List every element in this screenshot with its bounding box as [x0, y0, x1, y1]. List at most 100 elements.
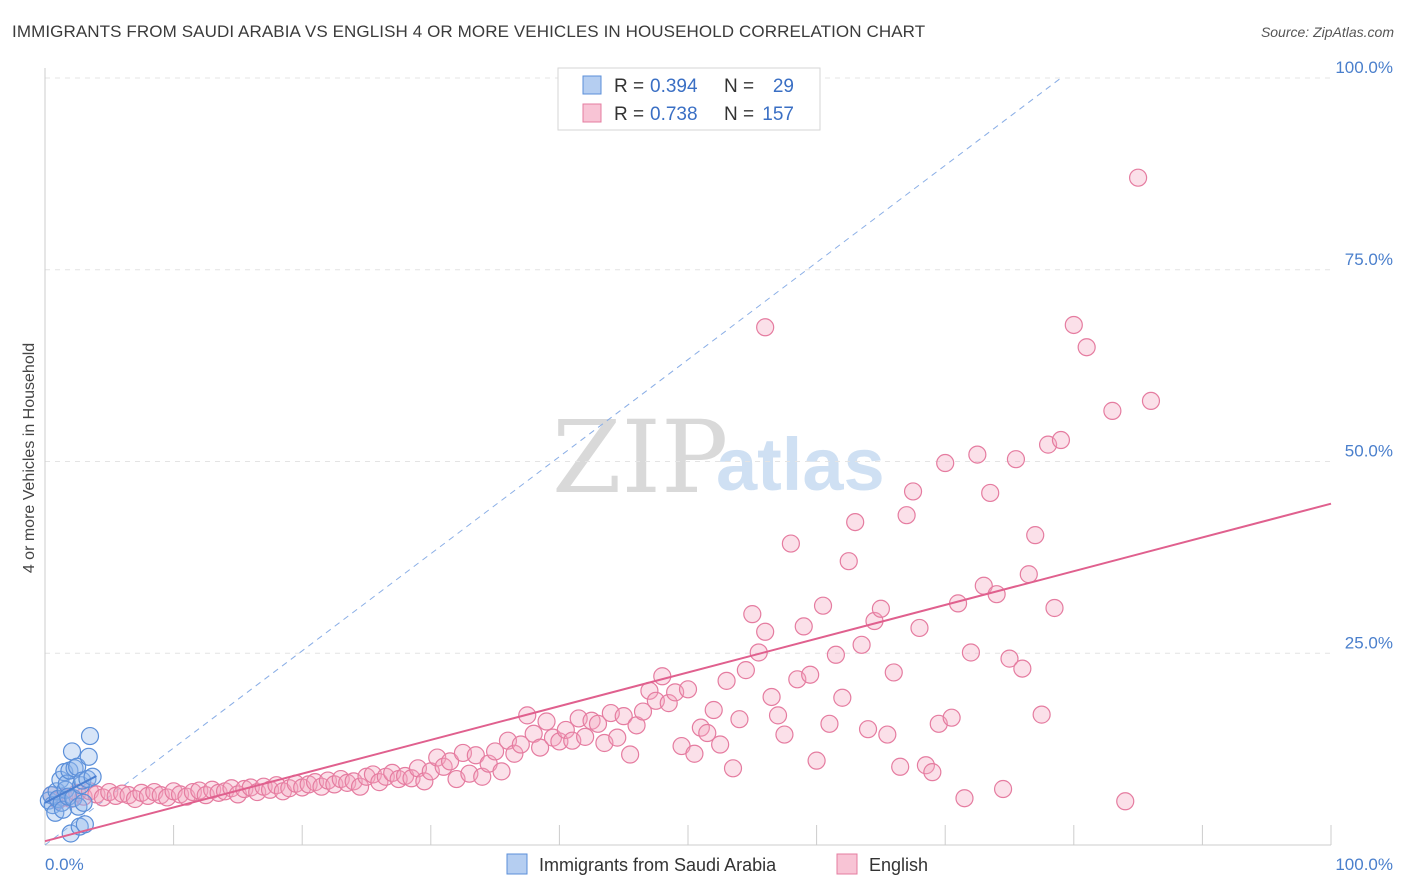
stats-swatch-english [582, 103, 602, 123]
point-english [492, 762, 511, 781]
stats-r-value-english: 0.738 [650, 104, 698, 125]
stats-n-label-saudi: N = [724, 76, 754, 97]
reference-diagonal [44, 77, 1062, 846]
point-english [993, 779, 1013, 799]
point-english [415, 772, 434, 791]
point-english [698, 723, 717, 743]
stats-box: R = 0.394 N = 29 R = 0.738 N = 157 [557, 67, 821, 131]
y-tick-label: 25.0% [1345, 633, 1393, 652]
point-english [190, 781, 209, 800]
point-english [801, 665, 820, 684]
point-english [1026, 526, 1045, 545]
point-english [981, 483, 1000, 503]
point-english [858, 720, 878, 739]
point-english [923, 763, 942, 782]
trend-lines [44, 502, 1332, 843]
point-english [440, 752, 460, 771]
point-english [736, 661, 755, 680]
point-english [826, 645, 845, 664]
point-saudi [79, 747, 98, 766]
point-english [775, 725, 794, 744]
point-english [466, 746, 485, 765]
point-english [903, 482, 923, 501]
y-tick-label: 75.0% [1345, 250, 1393, 269]
point-english [961, 643, 981, 662]
point-english [608, 728, 627, 747]
point-english [794, 617, 813, 636]
point-english [1006, 450, 1026, 469]
point-saudi [74, 793, 93, 812]
point-english [531, 738, 550, 757]
point-english [1000, 649, 1019, 668]
point-english [897, 506, 916, 525]
stats-r-label-english: R = [614, 104, 644, 125]
y-tick-label: 50.0% [1345, 442, 1393, 461]
point-english [1077, 338, 1096, 357]
point-english [556, 720, 575, 740]
point-english [916, 756, 936, 775]
point-english [350, 777, 370, 796]
point-english [1045, 598, 1064, 618]
point-saudi [62, 742, 82, 761]
tick-labels: 25.0% 50.0% 75.0% 100.0% 0.0% 100.0% [45, 58, 1393, 874]
legend-swatch-saudi [506, 853, 528, 875]
point-english [756, 622, 775, 641]
point-english [852, 635, 871, 654]
source-credit: Source: ZipAtlas.com [1260, 24, 1394, 40]
gridlines [45, 77, 1331, 654]
point-english [511, 735, 530, 754]
y-axis-label: 4 or more Vehicles in Household [21, 343, 38, 573]
point-english [711, 735, 730, 754]
point-english [968, 445, 987, 464]
point-english [820, 714, 839, 733]
legend-label-english: English [869, 855, 928, 875]
point-english [871, 599, 891, 618]
point-english [1064, 315, 1083, 335]
point-english [1051, 430, 1071, 450]
stats-n-value-english: 157 [762, 104, 794, 125]
axes [44, 68, 1332, 846]
point-english [717, 671, 736, 690]
point-english [576, 727, 595, 746]
legend-swatch-english [836, 853, 858, 875]
x-tick-label: 0.0% [45, 855, 84, 874]
x-tick-label: 100.0% [1335, 855, 1393, 874]
point-english [768, 706, 788, 725]
point-saudi [80, 726, 100, 746]
point-english [942, 708, 961, 727]
point-english [781, 534, 800, 553]
point-english [678, 680, 698, 699]
chart-title: IMMIGRANTS FROM SAUDI ARABIA VS ENGLISH … [12, 22, 926, 41]
point-english [884, 663, 903, 682]
point-english [621, 745, 640, 764]
point-english [659, 694, 678, 713]
watermark-zip: ZIP [552, 399, 728, 516]
point-english [486, 742, 505, 761]
point-english [891, 757, 910, 776]
stats-n-label-english: N = [724, 104, 754, 125]
point-english [1141, 391, 1161, 411]
point-english [807, 751, 826, 770]
point-english [685, 744, 704, 763]
point-saudi [83, 767, 102, 786]
point-english [955, 789, 974, 808]
point-english [550, 732, 569, 751]
point-english [987, 585, 1006, 604]
point-english [1128, 168, 1148, 187]
legend-label-saudi: Immigrants from Saudi Arabia [539, 855, 777, 875]
point-english [537, 712, 556, 731]
stats-n-value-saudi: 29 [773, 76, 794, 97]
point-english [1103, 401, 1122, 420]
point-english [723, 759, 743, 778]
point-english [1032, 705, 1051, 724]
point-english [1013, 659, 1032, 678]
stats-r-label-saudi: R = [614, 76, 644, 97]
point-english [730, 710, 749, 729]
point-english [743, 605, 762, 624]
point-english [588, 714, 608, 733]
point-english [1116, 792, 1135, 811]
point-english [813, 596, 833, 615]
trend-line-english [44, 502, 1332, 843]
point-english [704, 700, 723, 720]
point-english [280, 779, 299, 798]
